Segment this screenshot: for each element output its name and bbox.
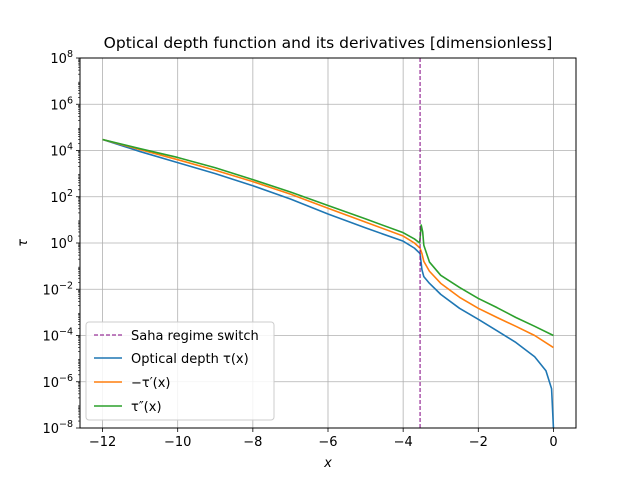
ticks: −12 −10 −8 −6 −4 −2 0 10−8 10−6 10−4 10−2 100 102 104…: [42, 49, 557, 450]
x-tick-label: −10: [164, 435, 191, 450]
y-tick-label: 100: [50, 234, 73, 252]
x-tick-label: −8: [243, 435, 262, 450]
legend: Saha regime switch Optical depth τ(x) −τ…: [85, 321, 275, 421]
y-tick-label: 102: [50, 188, 73, 206]
x-axis-label: x: [323, 456, 332, 471]
legend-frame: [85, 321, 275, 421]
y-axis-label: τ: [16, 239, 31, 247]
y-tick-label: 10−8: [42, 419, 73, 437]
x-tick-label: −4: [394, 435, 413, 450]
series-line-dtau: [102, 138, 554, 349]
chart-title: Optical depth function and its derivativ…: [104, 34, 553, 52]
legend-label-tau: Optical depth τ(x): [131, 352, 249, 367]
y-tick-label: 104: [50, 142, 73, 160]
y-tick-label: 10−2: [42, 280, 73, 298]
legend-label-dtau: −τ′(x): [131, 376, 171, 391]
x-tick-label: −12: [89, 435, 116, 450]
y-tick-label: 10−4: [42, 327, 73, 345]
y-tick-label: 10−6: [42, 373, 73, 391]
legend-label-ddtau: τ″(x): [131, 400, 162, 415]
legend-label-saha: Saha regime switch: [131, 329, 259, 344]
y-tick-label: 108: [50, 49, 73, 67]
x-tick-label: −2: [469, 435, 488, 450]
x-tick-label: −6: [318, 435, 337, 450]
x-tick-label: 0: [549, 435, 557, 450]
y-tick-label: 106: [50, 95, 73, 113]
series-line-tau: [102, 138, 555, 429]
